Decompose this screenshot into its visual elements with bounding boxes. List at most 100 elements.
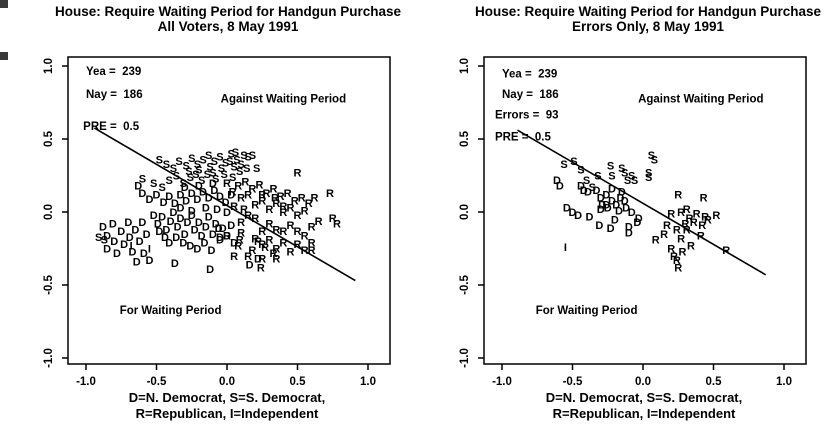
data-point-letter: D — [109, 219, 117, 231]
x-tick-label: -0.5 — [147, 376, 167, 388]
data-point-letter: D — [176, 189, 184, 201]
data-point-letter: R — [265, 219, 273, 231]
data-point-letter: D — [136, 236, 144, 248]
data-point-letter: D — [103, 244, 111, 256]
data-point-letter: S — [249, 150, 256, 162]
data-point-letter: R — [683, 204, 691, 216]
data-point-letter: D — [604, 203, 612, 215]
data-point-letter: S — [583, 175, 590, 187]
data-point-letter: D — [227, 220, 235, 232]
region-label: For Waiting Period — [120, 305, 222, 317]
plot-box — [67, 56, 391, 365]
data-point-letter: S — [163, 159, 170, 171]
data-point-letter: R — [333, 219, 341, 231]
data-point-letter: R — [279, 238, 287, 250]
data-point-letter: D — [184, 217, 192, 229]
data-point-letter: R — [294, 226, 302, 238]
data-point-letter: D — [608, 195, 616, 207]
data-point-letter: D — [129, 246, 137, 258]
data-point-letter: S — [166, 175, 173, 187]
data-point-letter: S — [645, 168, 652, 180]
x-axis-label-line2: R=Republican, I=Independent — [553, 406, 736, 421]
stat-annotation: PRE = 0.5 — [495, 131, 552, 143]
data-point-letter: R — [229, 187, 237, 199]
data-point-letter: D — [621, 195, 629, 207]
data-point-letter: D — [223, 230, 231, 242]
data-point-letter: D — [191, 225, 199, 237]
data-point-letter: S — [577, 165, 584, 177]
data-point-letter: D — [158, 211, 166, 223]
data-point-letter: D — [216, 235, 224, 247]
data-point-letter: S — [180, 178, 187, 190]
data-point-letter: R — [279, 207, 287, 219]
data-point-letter: D — [193, 244, 201, 256]
data-point-letter: R — [663, 220, 671, 232]
data-point-letter: R — [237, 192, 245, 204]
data-point-letter: R — [236, 235, 244, 247]
data-point-letter: D — [176, 213, 184, 225]
data-point-letter: D — [553, 175, 561, 187]
data-point-letter: D — [216, 191, 224, 203]
y-tick-label: -1.0 — [459, 348, 471, 368]
data-point-letter: D — [126, 232, 134, 244]
data-point-letter: R — [308, 238, 316, 250]
data-point-letter: D — [209, 229, 217, 241]
data-point-letter: D — [556, 181, 564, 193]
data-point-letter: I — [564, 242, 567, 254]
data-point-letter: D — [172, 232, 180, 244]
data-point-letter: S — [240, 150, 247, 162]
data-point-letter: D — [622, 203, 630, 215]
data-point-letter: R — [286, 246, 294, 258]
x-tick-label: 1.0 — [360, 376, 376, 388]
y-tick-label: -0.5 — [43, 274, 55, 294]
data-point-letter: D — [635, 213, 643, 225]
chart-subtitle: Errors Only, 8 May 1991 — [572, 19, 725, 34]
data-point-letter: D — [574, 210, 582, 222]
data-point-letter: R — [670, 251, 678, 263]
data-point-letter: D — [213, 204, 221, 216]
data-point-letter: S — [170, 163, 177, 175]
data-point-letter: R — [286, 203, 294, 215]
x-tick-label: -1.0 — [492, 376, 512, 388]
data-point-letter: D — [169, 207, 177, 219]
screen-artifact-square-top — [0, 0, 8, 8]
data-point-letter: D — [174, 222, 182, 234]
data-point-letter: S — [204, 169, 211, 181]
data-point-letter: S — [229, 172, 236, 184]
chart-title: House: Require Waiting Period for Handgu… — [475, 4, 822, 19]
data-point-letter: S — [156, 154, 163, 166]
data-point-letter: R — [237, 217, 245, 229]
data-point-letter: D — [162, 225, 170, 237]
region-label: Against Waiting Period — [638, 94, 763, 106]
data-point-letter: R — [234, 241, 242, 253]
data-point-letter: S — [205, 150, 212, 162]
data-point-letter: D — [615, 206, 623, 218]
data-point-letter: R — [230, 251, 238, 263]
data-point-letter: D — [117, 226, 125, 238]
data-point-letter: D — [143, 229, 151, 241]
data-point-letter: S — [199, 154, 206, 166]
data-point-letter: S — [158, 182, 165, 194]
data-point-letter: R — [272, 244, 280, 256]
data-point-letter: D — [202, 203, 210, 215]
data-point-letter: D — [563, 203, 571, 215]
data-point-letter: D — [618, 187, 626, 199]
data-point-letter: D — [150, 210, 158, 222]
scatter-plot-all-voters: House: Require Waiting Period for Handgu… — [43, 4, 402, 421]
x-tick-label: 0.0 — [219, 376, 235, 388]
data-point-letter: S — [195, 165, 202, 177]
data-point-letter: R — [257, 262, 265, 274]
data-point-letter: R — [265, 235, 273, 247]
data-point-letter: D — [186, 241, 194, 253]
data-point-letter: S — [222, 157, 229, 169]
data-point-letter: R — [237, 227, 245, 239]
data-point-letter: D — [215, 223, 223, 235]
data-point-letter: D — [188, 188, 196, 200]
data-point-letter: D — [597, 204, 605, 216]
data-point-letter: R — [677, 233, 685, 245]
chart-subtitle: All Voters, 8 May 1991 — [158, 19, 299, 34]
data-point-letter: R — [255, 179, 263, 191]
data-point-letter: S — [570, 156, 577, 168]
data-point-letter: D — [254, 254, 262, 266]
data-point-letter: R — [251, 233, 259, 245]
